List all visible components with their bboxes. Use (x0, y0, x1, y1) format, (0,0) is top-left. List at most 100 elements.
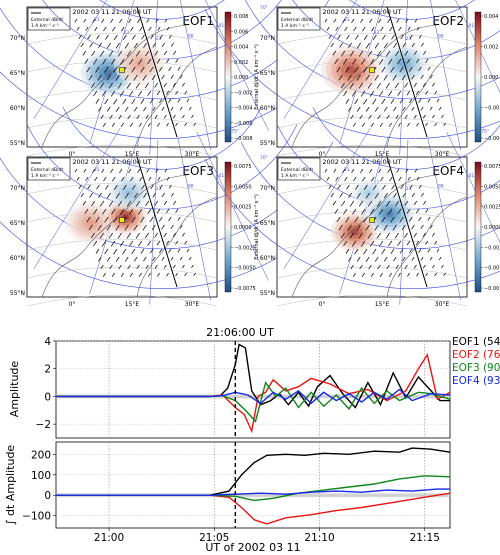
vector-arrow (402, 42, 406, 48)
colorbar-tick-label: −0.0075 (234, 286, 256, 292)
amplitude-chart: 21:06:00 UT Amplitude 4 2 0 −2 (8, 326, 451, 439)
vector-arrow (362, 176, 366, 182)
vector-arrow (135, 50, 141, 57)
vector-arrow (113, 66, 118, 73)
vector-arrow (429, 224, 433, 229)
vector-arrow (418, 184, 422, 189)
vector-arrow (389, 176, 393, 182)
current-vectors (324, 168, 446, 277)
vector-arrow (353, 176, 357, 182)
vector-arrow (335, 26, 339, 31)
vector-arrow (82, 50, 87, 56)
vector-arrow (406, 240, 411, 246)
vector-arrow (119, 240, 125, 247)
vector-arrow (390, 66, 395, 73)
vector-arrow (108, 50, 114, 57)
longitude-label: 0° (319, 151, 326, 158)
vector-arrow (401, 74, 406, 81)
map-key-title: External dB/dt (281, 17, 313, 23)
vector-arrow (138, 208, 143, 215)
vector-arrow (396, 18, 400, 23)
vector-arrow (402, 106, 406, 112)
vector-arrow (110, 18, 114, 24)
vector-arrow (157, 272, 160, 277)
vector-arrow (163, 114, 167, 119)
vector-arrow (182, 114, 185, 119)
vector-arrow (147, 272, 151, 277)
vector-arrow (132, 34, 136, 40)
map-timestamp: 2002 03 11 21:06:00 UT (72, 158, 151, 166)
vector-arrow (367, 232, 372, 239)
colorbar-tick-label: 0.004 (234, 45, 248, 51)
vector-arrow (385, 200, 391, 207)
vector-arrow (382, 184, 386, 190)
vector-arrow (102, 58, 107, 65)
vector-arrow (420, 106, 424, 111)
mlat-label: 75° (481, 129, 489, 135)
vector-arrow (425, 208, 429, 213)
longitude-label: 30°E (185, 151, 200, 158)
vector-arrow (166, 122, 169, 127)
vector-arrow (93, 58, 98, 65)
geo-parallel (276, 116, 468, 129)
legend: EOF1 (54%)EOF2 (76%)EOF3 (90%)EOF4 (93%) (452, 336, 500, 387)
vector-arrow (389, 26, 393, 32)
vector-arrow (370, 208, 375, 215)
map-key-title: External dB/dt (31, 167, 63, 173)
vector-arrow (390, 98, 395, 104)
vector-arrow (332, 200, 337, 206)
vector-arrow (356, 224, 361, 231)
vector-arrow (368, 264, 372, 270)
vector-arrow (83, 18, 87, 23)
vector-arrow (145, 50, 150, 57)
mlt-label: 23 (156, 186, 162, 192)
vector-arrow (78, 184, 82, 189)
latitude-label: 70°N (10, 35, 25, 42)
vector-arrow (411, 42, 415, 48)
vector-arrow (427, 66, 431, 71)
vector-arrow (88, 74, 93, 81)
vector-arrow (390, 248, 395, 254)
series-line-eof1 (56, 447, 451, 496)
vector-arrow (393, 256, 397, 262)
vector-arrow (418, 248, 422, 253)
vector-arrow (379, 272, 383, 277)
vector-arrow (340, 232, 345, 239)
vector-arrow (166, 58, 170, 64)
vector-arrow (372, 184, 377, 190)
vector-arrow (402, 256, 406, 262)
vector-arrow (132, 184, 136, 190)
mlt-label: 21 (344, 167, 350, 173)
vector-arrow (383, 224, 388, 231)
vector-arrow (113, 34, 118, 40)
vector-arrow (101, 90, 107, 97)
vector-arrow (151, 74, 156, 81)
vector-arrow (89, 192, 93, 198)
vector-arrow (133, 106, 138, 112)
vector-arrow (334, 208, 339, 214)
vector-arrow (80, 192, 84, 198)
vector-arrow (147, 122, 151, 127)
vector-arrow (111, 122, 115, 127)
vector-arrow (356, 192, 361, 199)
vector-arrow (122, 248, 127, 255)
vector-arrow (352, 58, 357, 65)
vector-arrow (140, 216, 145, 223)
vector-arrow (360, 240, 366, 247)
map-key-title: External dB/dt (281, 167, 313, 173)
station-marker (119, 67, 125, 73)
mlt-meridian (177, 138, 211, 301)
vector-arrow (356, 256, 361, 262)
vector-arrow (133, 192, 138, 199)
vector-arrow (146, 18, 150, 23)
vector-arrow (367, 82, 372, 89)
vector-arrow (175, 240, 179, 245)
vector-arrow (425, 58, 429, 63)
mlat-label: 70° (260, 155, 268, 161)
vector-arrow (168, 248, 172, 253)
mlat-label: 70° (260, 5, 268, 11)
x-tick-label: 21:05 (199, 532, 229, 544)
vector-arrow (118, 114, 122, 120)
geo-parallel (26, 32, 218, 45)
vector-arrow (351, 240, 357, 247)
